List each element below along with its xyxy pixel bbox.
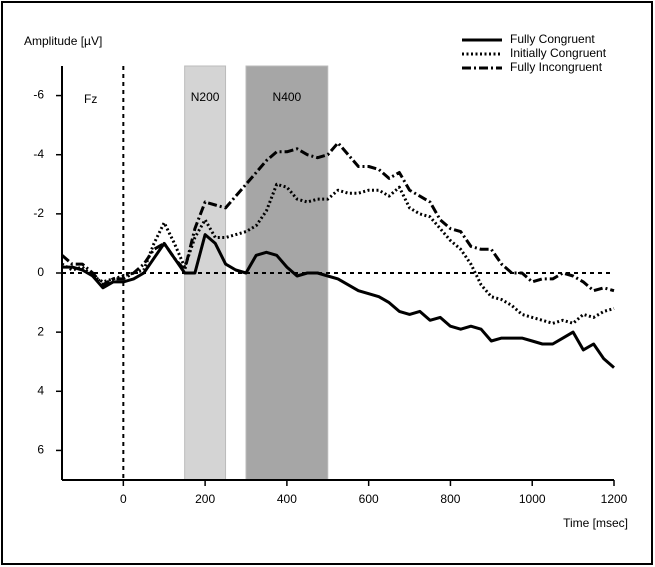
y-tick-label: 6	[37, 443, 44, 457]
x-tick-label: 400	[277, 492, 297, 506]
erp-line	[61, 182, 615, 325]
erp-line	[61, 141, 615, 293]
y-tick-label: 0	[37, 265, 44, 279]
annotation: Fz	[84, 92, 97, 106]
x-tick-label: 800	[440, 492, 460, 506]
y-axis-label: Amplitude [µV]	[24, 34, 102, 48]
window-label: N200	[191, 90, 220, 104]
y-tick-label: 4	[37, 383, 44, 397]
y-tick-label: -6	[33, 88, 44, 102]
legend-label: Fully Incongruent	[510, 60, 603, 74]
y-tick-label: -4	[33, 147, 44, 161]
x-tick-label: 600	[359, 492, 379, 506]
x-tick-label: 200	[195, 492, 215, 506]
y-tick-label: 2	[37, 324, 44, 338]
x-axis-label: Time [msec]	[563, 516, 628, 530]
legend-label: Initially Congruent	[510, 46, 607, 60]
legend-label: Fully Congruent	[510, 32, 595, 46]
y-tick-label: -2	[33, 206, 44, 220]
window-label: N400	[273, 90, 302, 104]
x-tick-label: 0	[120, 492, 127, 506]
erp-line	[62, 233, 615, 369]
x-tick-label: 1200	[601, 492, 628, 506]
x-tick-label: 1000	[519, 492, 546, 506]
